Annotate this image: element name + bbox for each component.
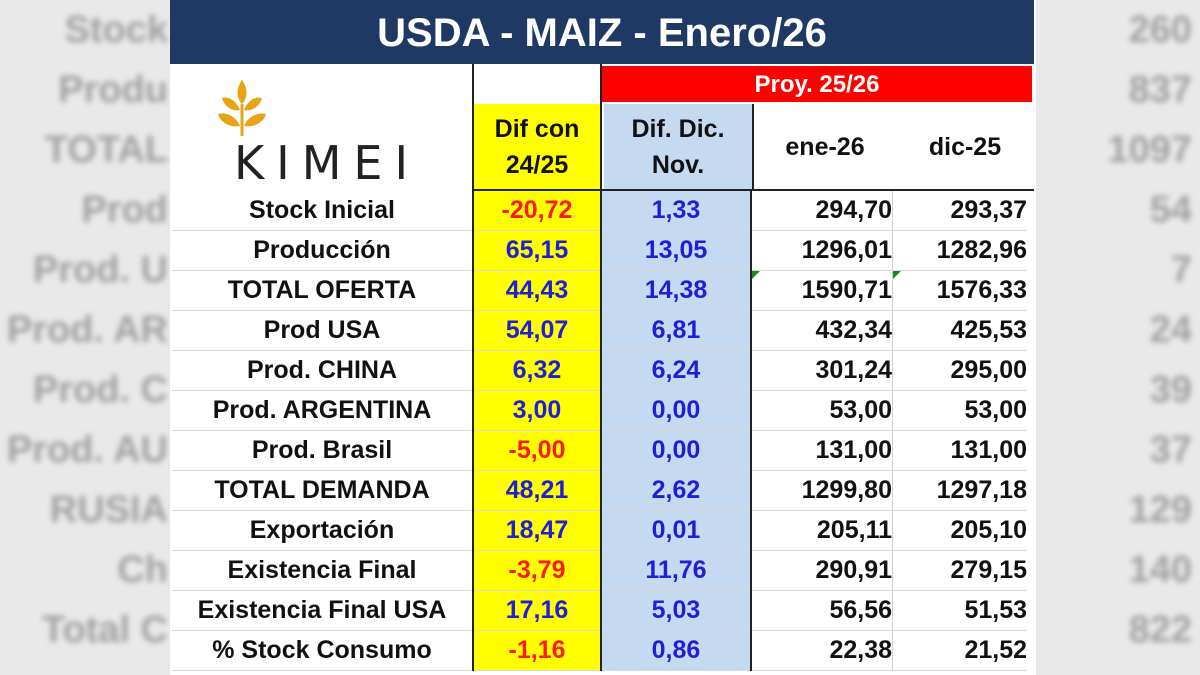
ene-26-value: 205,11 [751, 510, 893, 551]
header-dif-2425: Dif con 24/25 [474, 104, 600, 190]
ene-26-value: 1296,01 [751, 230, 893, 271]
table-row: Producción 65,15 13,05 1296,01 1282,96 [172, 230, 1027, 271]
dic-25-value: 131,00 [892, 430, 1027, 471]
divider [472, 189, 1034, 191]
ene-26-value: 301,24 [751, 350, 893, 391]
ene-26-value: 53,00 [751, 390, 893, 431]
dif-2425-value: 48,21 [473, 470, 602, 511]
row-label: % Stock Consumo [172, 630, 474, 671]
header-dif-line1: Dif con [494, 115, 580, 143]
ene-26-value: 290,91 [751, 550, 893, 591]
table-row: TOTAL OFERTA 44,43 14,38 1590,71 1576,33 [172, 270, 1027, 311]
dic-25-value: 53,00 [892, 390, 1027, 431]
dic-25-value: 1297,18 [892, 470, 1027, 511]
dif-2425-value: -1,16 [473, 630, 602, 671]
row-label: Stock Inicial [172, 191, 474, 231]
row-label: Prod. ARGENTINA [172, 390, 474, 431]
dic-25-value: 205,10 [892, 510, 1027, 551]
table-row: Existencia Final USA 17,16 5,03 56,56 51,53 [172, 590, 1027, 631]
ene-26-value: 432,34 [751, 310, 893, 351]
table-row: Prod USA 54,07 6,81 432,34 425,53 [172, 310, 1027, 351]
dif-2425-value: 44,43 [473, 270, 602, 311]
dic-25-value: 1282,96 [892, 230, 1027, 271]
dif-2425-value: 6,32 [473, 350, 602, 391]
blurred-backdrop-right: 260 837 1097 54 7 24 39 37 129 140 822 [1107, 9, 1192, 651]
dif-dic-nov-value: 0,86 [601, 630, 752, 671]
row-label: Prod USA [172, 310, 474, 351]
dif-dic-nov-value: 0,00 [601, 390, 752, 431]
dic-25-value: 293,37 [892, 191, 1027, 231]
row-label: Prod. Brasil [172, 430, 474, 471]
report-panel: USDA - MAIZ - Enero/26 KIMEI Proy. 25/26… [170, 0, 1036, 675]
ene-26-value: 1299,80 [751, 470, 893, 511]
header-dic-line2: Nov. [651, 151, 705, 179]
row-label: Producción [172, 230, 474, 271]
dif-2425-value: -3,79 [473, 550, 602, 591]
ene-26-value: 22,38 [751, 630, 893, 671]
dif-dic-nov-value: 2,62 [601, 470, 752, 511]
row-label: Existencia Final [172, 550, 474, 591]
table-row: Prod. Brasil -5,00 0,00 131,00 131,00 [172, 430, 1027, 471]
row-label: Exportación [172, 510, 474, 551]
table-row: Stock Inicial -20,72 1,33 294,70 293,37 [172, 191, 1027, 231]
dif-2425-value: 18,47 [473, 510, 602, 551]
ene-26-value: 294,70 [751, 191, 893, 231]
dic-25-value: 51,53 [892, 590, 1027, 631]
table-row: Prod. ARGENTINA 3,00 0,00 53,00 53,00 [172, 390, 1027, 431]
dif-dic-nov-value: 13,05 [601, 230, 752, 271]
dic-25-value: 425,53 [892, 310, 1027, 351]
row-label: TOTAL OFERTA [172, 270, 474, 311]
wheat-logo-icon [218, 80, 266, 136]
table-row: Prod. CHINA 6,32 6,24 301,24 295,00 [172, 350, 1027, 391]
dif-2425-value: -5,00 [473, 430, 602, 471]
dif-dic-nov-value: 0,01 [601, 510, 752, 551]
divider [600, 64, 602, 191]
dif-2425-value: -20,72 [473, 191, 602, 231]
dic-25-value: 295,00 [892, 350, 1027, 391]
ene-26-value: 131,00 [751, 430, 893, 471]
header-dif-dic-nov: Dif. Dic. Nov. [604, 104, 752, 190]
dif-dic-nov-value: 14,38 [601, 270, 752, 311]
dic-25-value: 1576,33 [892, 270, 1027, 311]
row-label: Prod. CHINA [172, 350, 474, 391]
divider [472, 64, 474, 191]
dif-dic-nov-value: 1,33 [601, 191, 752, 231]
dif-dic-nov-value: 11,76 [601, 550, 752, 591]
row-label: TOTAL DEMANDA [172, 470, 474, 511]
blurred-backdrop-left: Stock Produ TOTAL Prod Prod. U Prod. AR Prod… [6, 9, 168, 651]
ene-26-value: 1590,71 [751, 270, 893, 311]
row-label: Existencia Final USA [172, 590, 474, 631]
table-row: Existencia Final -3,79 11,76 290,91 279,15 [172, 550, 1027, 591]
dif-dic-nov-value: 5,03 [601, 590, 752, 631]
table-row: Exportación 18,47 0,01 205,11 205,10 [172, 510, 1027, 551]
dic-25-value: 21,52 [892, 630, 1027, 671]
logo: KIMEI [172, 64, 472, 191]
table-row: TOTAL DEMANDA 48,21 2,62 1299,80 1297,18 [172, 470, 1027, 511]
dif-2425-value: 54,07 [473, 310, 602, 351]
proy-header: Proy. 25/26 [602, 66, 1032, 102]
ene-26-value: 56,56 [751, 590, 893, 631]
divider [752, 104, 754, 191]
table-row: % Stock Consumo -1,16 0,86 22,38 21,52 [172, 630, 1027, 671]
dif-2425-value: 17,16 [473, 590, 602, 631]
dic-25-value: 279,15 [892, 550, 1027, 591]
logo-text: KIMEI [234, 136, 421, 190]
dif-2425-value: 65,15 [473, 230, 602, 271]
header-dif-line2: 24/25 [505, 151, 569, 179]
dif-dic-nov-value: 6,81 [601, 310, 752, 351]
header-dic-line1: Dif. Dic. [631, 115, 725, 143]
dif-dic-nov-value: 6,24 [601, 350, 752, 391]
data-table: Stock Inicial -20,72 1,33 294,70 293,37 Produ… [172, 191, 1027, 671]
header-ene-26: ene-26 [785, 133, 865, 161]
header-dic-25: dic-25 [928, 133, 1002, 161]
page-title: USDA - MAIZ - Enero/26 [170, 0, 1034, 64]
dif-dic-nov-value: 0,00 [601, 430, 752, 471]
dif-2425-value: 3,00 [473, 390, 602, 431]
